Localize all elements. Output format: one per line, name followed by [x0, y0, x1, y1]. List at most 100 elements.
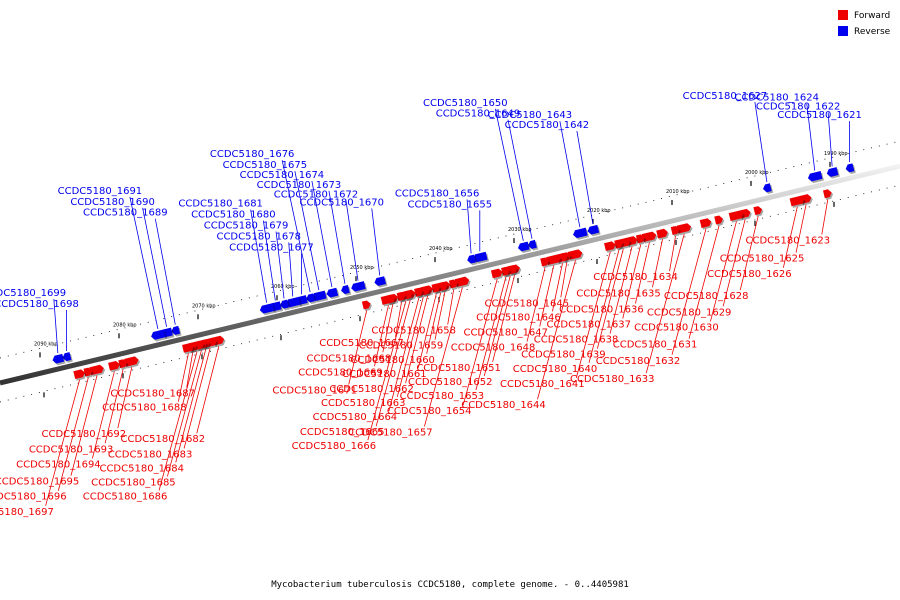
gene-label[interactable]: CCDC5180_1683	[108, 449, 193, 460]
gene-label[interactable]: CCDC5180_1622	[756, 101, 841, 112]
gene-arrow[interactable]	[454, 276, 470, 288]
gene-arrow[interactable]	[361, 300, 372, 310]
gene-arrow[interactable]	[546, 254, 561, 266]
gene-arrow[interactable]	[845, 163, 855, 173]
gene-feature[interactable]	[311, 290, 329, 303]
gene-label[interactable]: CCDC5180_1674	[240, 170, 325, 181]
gene-arrow[interactable]	[340, 285, 350, 295]
gene-label[interactable]: CCDC5180_1668	[307, 353, 392, 364]
gene-arrow[interactable]	[83, 367, 93, 377]
gene-feature[interactable]	[699, 217, 714, 230]
gene-feature[interactable]	[714, 215, 725, 227]
gene-label[interactable]: CCDC5180_1655	[408, 199, 493, 210]
gene-label[interactable]: CCDC5180_1669	[298, 367, 383, 378]
gene-label[interactable]: CCDC5180_1692	[42, 429, 127, 440]
gene-label[interactable]: CCDC5180_1647	[463, 327, 548, 338]
gene-label[interactable]: CCDC5180_1628	[664, 291, 749, 302]
gene-arrow[interactable]	[431, 283, 441, 293]
gene-arrow[interactable]	[501, 266, 511, 276]
gene-feature[interactable]	[604, 240, 618, 253]
gene-feature[interactable]	[340, 285, 352, 297]
gene-arrow[interactable]	[108, 360, 121, 371]
gene-arrow[interactable]	[259, 303, 275, 314]
gene-feature[interactable]	[753, 205, 764, 217]
gene-label[interactable]: CCDC5180_1631	[613, 340, 698, 351]
gene-label[interactable]: CCDC5180_1643	[488, 110, 573, 121]
gene-arrow[interactable]	[614, 239, 624, 249]
gene-label[interactable]: CCDC5180_1688	[102, 403, 187, 414]
gene-arrow[interactable]	[807, 171, 823, 182]
gene-arrow[interactable]	[466, 254, 476, 265]
gene-arrow[interactable]	[656, 228, 669, 239]
gene-feature[interactable]	[546, 254, 563, 267]
gene-arrow[interactable]	[279, 299, 289, 310]
gene-arrow[interactable]	[789, 195, 805, 207]
gene-feature[interactable]	[305, 293, 317, 305]
gene-label[interactable]: CCDC5180_1681	[178, 199, 263, 210]
gene-arrow[interactable]	[635, 234, 646, 244]
gene-label[interactable]: CCDC5180_1625	[720, 254, 805, 265]
gene-label[interactable]: CCDC5180_1670	[299, 197, 384, 208]
gene-arrow[interactable]	[305, 293, 315, 303]
gene-label[interactable]: CCDC5180_1661	[342, 369, 427, 380]
gene-feature[interactable]	[789, 195, 807, 208]
gene-arrow[interactable]	[124, 356, 139, 367]
gene-label[interactable]: CCDC5180_1662	[329, 384, 414, 395]
gene-label[interactable]: CCDC5180_1637	[546, 320, 631, 331]
gene-feature[interactable]	[182, 342, 196, 355]
gene-label[interactable]: CCDC5180_1697	[0, 507, 54, 518]
gene-label[interactable]: CCDC5180_1644	[461, 400, 546, 411]
gene-arrow[interactable]	[572, 227, 588, 239]
gene-feature[interactable]	[396, 291, 408, 303]
gene-arrow[interactable]	[52, 353, 65, 364]
gene-label[interactable]: CCDC5180_1663	[321, 398, 406, 409]
gene-feature[interactable]	[414, 287, 425, 299]
gene-label[interactable]: CCDC5180_1658	[371, 326, 456, 337]
gene-label[interactable]: CCDC5180_1626	[707, 269, 792, 280]
gene-arrow[interactable]	[753, 205, 763, 216]
gene-label[interactable]: CCDC5180_1693	[29, 444, 114, 455]
gene-arrow[interactable]	[311, 290, 327, 302]
gene-arrow[interactable]	[350, 281, 366, 292]
gene-feature[interactable]	[676, 222, 694, 236]
gene-arrow[interactable]	[670, 225, 681, 235]
gene-label[interactable]: CCDC5180_1678	[216, 231, 301, 242]
gene-label[interactable]: CCDC5180_1652	[408, 377, 493, 388]
gene-label[interactable]: CCDC5180_1641	[500, 379, 585, 390]
gene-label[interactable]: CCDC5180_1660	[350, 355, 435, 366]
gene-label[interactable]: CCDC5180_1649	[436, 109, 521, 120]
gene-feature[interactable]	[150, 329, 168, 342]
gene-label[interactable]: CCDC5180_1666	[292, 441, 377, 452]
gene-arrow[interactable]	[699, 218, 713, 228]
gene-feature[interactable]	[572, 227, 590, 240]
gene-feature[interactable]	[124, 355, 141, 369]
gene-label[interactable]: CCDC5180_1635	[576, 288, 661, 299]
gene-arrow[interactable]	[182, 342, 195, 353]
gene-arrow[interactable]	[448, 279, 459, 289]
gene-label[interactable]: CCDC5180_1639	[521, 350, 606, 361]
gene-arrow[interactable]	[826, 167, 839, 177]
gene-arrow[interactable]	[604, 241, 617, 252]
gene-arrow[interactable]	[714, 215, 724, 225]
gene-arrow[interactable]	[472, 251, 488, 263]
gene-label[interactable]: CCDC5180_1687	[110, 389, 195, 400]
gene-arrow[interactable]	[326, 287, 339, 298]
gene-feature[interactable]	[656, 228, 670, 241]
gene-label[interactable]: CCDC5180_1691	[58, 186, 143, 197]
gene-feature[interactable]	[170, 325, 182, 338]
gene-label[interactable]: CCDC5180_1636	[559, 304, 644, 315]
gene-label[interactable]: CCDC5180_1680	[191, 210, 276, 221]
gene-label[interactable]: CCDC5180_1632	[596, 356, 681, 367]
gene-label[interactable]: CCDC5180_1673	[257, 180, 342, 191]
gene-feature[interactable]	[279, 299, 291, 311]
gene-label[interactable]: CCDC5180_1627	[683, 91, 768, 102]
gene-label[interactable]: CCDC5180_1671	[272, 386, 357, 397]
gene-feature[interactable]	[614, 239, 625, 251]
gene-feature[interactable]	[380, 294, 398, 307]
gene-arrow[interactable]	[641, 231, 657, 242]
gene-label[interactable]: CCDC5180_1698	[0, 299, 79, 310]
gene-label[interactable]: CCDC5180_1653	[400, 391, 485, 402]
gene-label[interactable]: CCDC5180_1638	[534, 335, 619, 346]
gene-label[interactable]: CCDC5180_1672	[274, 190, 359, 201]
gene-label[interactable]: CCDC5180_1682	[121, 434, 206, 445]
